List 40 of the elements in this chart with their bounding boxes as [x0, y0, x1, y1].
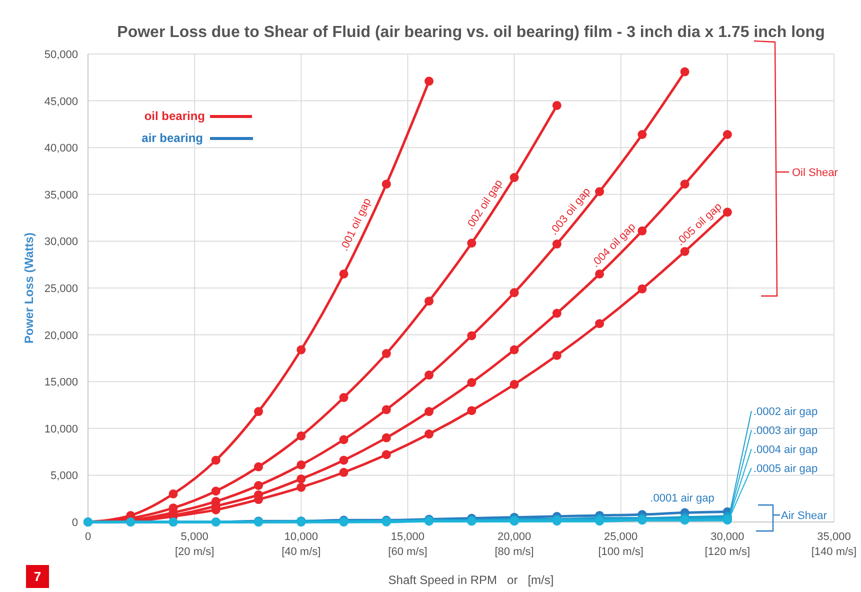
x2-tick-label: [60 m/s]: [388, 546, 428, 558]
x-tick-label: 25,000: [604, 531, 638, 543]
text: .0002 air gap: [753, 406, 818, 418]
y-tick-label: 50,000: [44, 49, 78, 61]
text: .0003 air gap: [753, 425, 818, 437]
y-tick-label: 35,000: [44, 189, 78, 202]
annotation: Oil Shear: [792, 167, 838, 179]
y-tick-label: 25,000: [44, 283, 78, 295]
y-tick-label: 30,000: [44, 236, 78, 248]
x2-tick-label: [100 m/s]: [598, 546, 644, 558]
x2-tick-label: [140 m/s]: [811, 546, 857, 558]
x-axis-title: Shaft Speed in RPM or [m/s]: [388, 573, 554, 587]
y-tick-label: 15,000: [44, 376, 78, 389]
y-tick-label: 45,000: [44, 96, 78, 108]
x2-tick-label: [80 m/s]: [494, 546, 534, 558]
x2-tick-label: [120 m/s]: [704, 546, 750, 558]
text: .0004 air gap: [753, 444, 818, 456]
x2-tick-label: [20 m/s]: [175, 546, 214, 558]
y-tick-label: 10,000: [44, 423, 78, 436]
chart-title: Power Loss due to Shear of Fluid (air bearing vs. oil bearing) film - 3 inch dia x 1.75 inch long: [117, 24, 825, 41]
x-tick-label: 0: [84, 531, 92, 543]
x2-tick-label: [40 m/s]: [282, 546, 321, 558]
series-label: .0001 air gap: [650, 492, 714, 505]
y-axis-title: Power Loss (Watts): [22, 232, 36, 344]
x-tick-label: 35,000: [817, 531, 851, 543]
text: 7: [34, 569, 42, 584]
x-tick-label: 5,000: [180, 531, 208, 543]
annotation: air bearing: [142, 131, 203, 145]
x-tick-label: 30,000: [710, 531, 744, 543]
y-tick-label: 40,000: [44, 142, 78, 155]
text: .0005 air gap: [753, 463, 818, 475]
x-tick-label: 10,000: [284, 531, 318, 543]
annotation: oil bearing: [144, 109, 205, 123]
x-tick-label: 20,000: [497, 531, 532, 543]
y-tick-label: 0: [72, 517, 78, 529]
x-tick-label: 15,000: [390, 531, 425, 543]
y-tick-label: 5,000: [50, 470, 78, 482]
text: .001 oil gap: [338, 196, 374, 254]
y-tick-label: 20,000: [44, 330, 78, 342]
annotation: Air Shear: [781, 510, 828, 522]
